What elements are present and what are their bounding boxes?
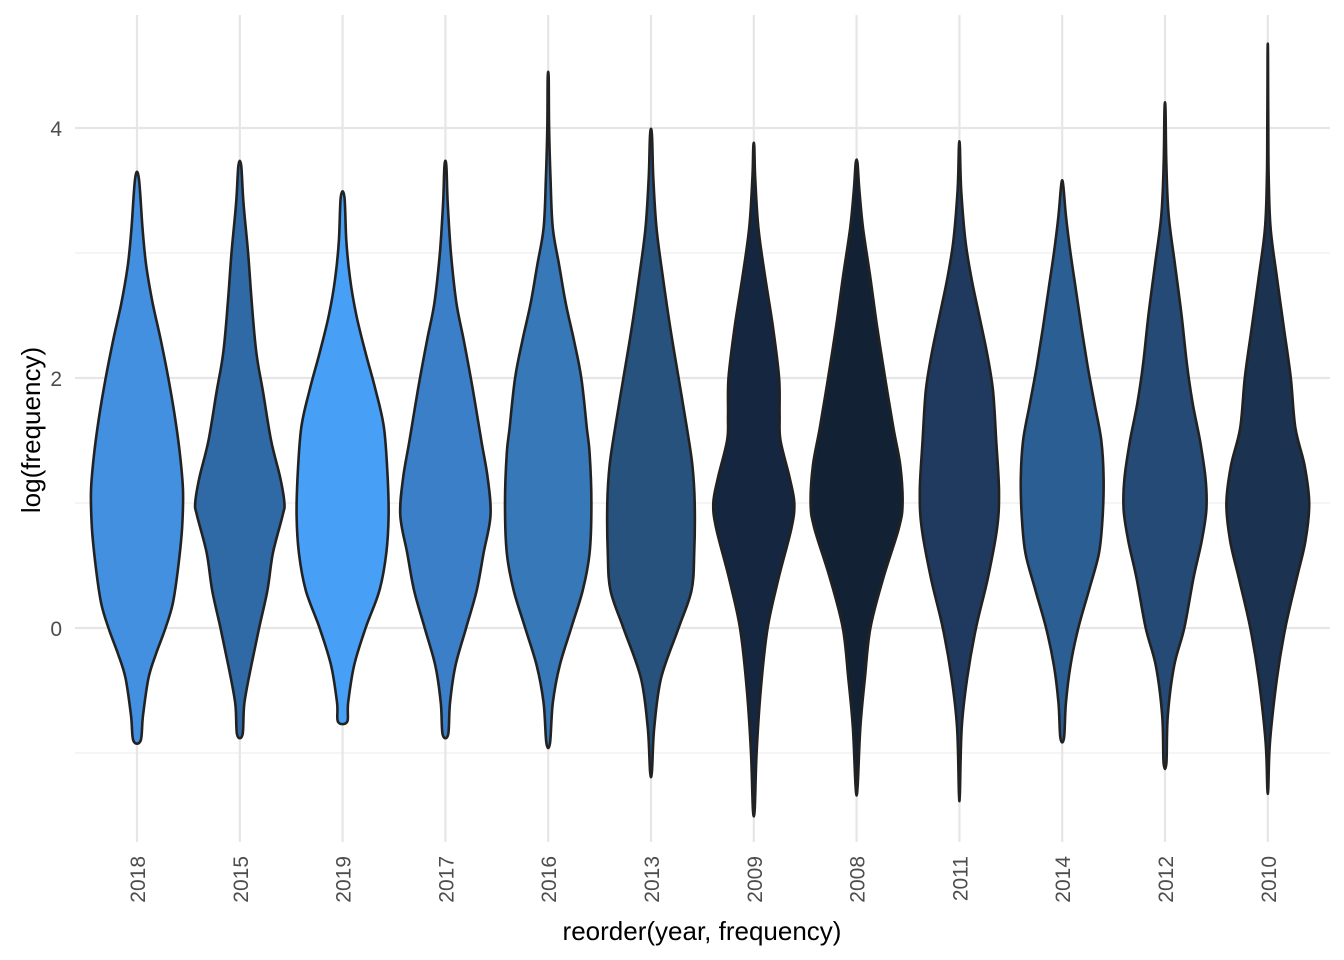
x-tick-label: 2019 (333, 856, 356, 903)
x-tick-label: 2009 (744, 856, 767, 903)
x-tick-label: 2016 (538, 856, 561, 903)
violin-2008 (809, 158, 904, 797)
violin-2014 (1019, 179, 1105, 744)
x-axis-ticks: 2018 2015 2019 2017 2016 2013 2009 2008 2011 2014… (127, 856, 1281, 903)
x-tick-label: 2011 (949, 856, 972, 901)
x-axis-title: reorder(year, frequency) (563, 916, 842, 946)
y-axis-ticks: 0 2 4 (50, 118, 62, 641)
y-tick-label: 0 (50, 618, 62, 641)
violin-2016 (503, 70, 593, 750)
violin-2017 (398, 159, 492, 740)
violin-2012 (1122, 100, 1208, 771)
x-tick-label: 2008 (847, 856, 870, 903)
x-tick-label: 2014 (1052, 856, 1075, 903)
x-tick-label: 2017 (435, 856, 458, 903)
y-tick-label: 4 (50, 118, 62, 141)
violin-2011 (918, 140, 1001, 803)
x-tick-label: 2013 (641, 856, 664, 903)
violin-2009 (711, 141, 796, 818)
y-tick-label: 2 (50, 368, 62, 391)
x-tick-label: 2010 (1258, 856, 1281, 903)
violin-2013 (605, 127, 697, 779)
violin-2018 (89, 170, 185, 745)
violin-2019 (295, 190, 390, 726)
violins (89, 42, 1311, 818)
y-axis-title: log(frequency) (16, 347, 46, 513)
violin-2010 (1225, 42, 1311, 796)
violin-2015 (193, 159, 286, 740)
x-tick-label: 2015 (230, 856, 253, 903)
x-tick-label: 2012 (1155, 856, 1178, 903)
x-tick-label: 2018 (127, 856, 150, 903)
